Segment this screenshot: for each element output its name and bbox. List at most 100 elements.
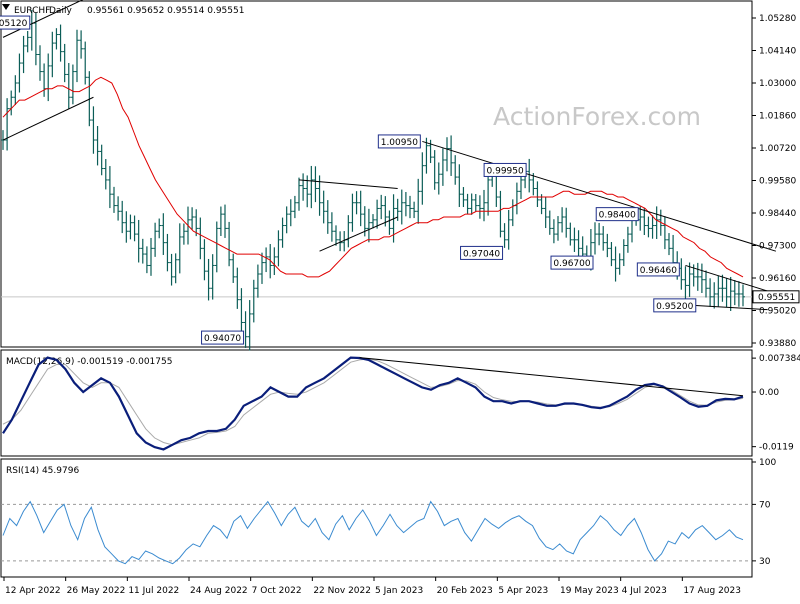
- price-annotation-box: [0, 15, 31, 30]
- price-bar: [642, 207, 647, 236]
- price-bar: [708, 278, 713, 307]
- date-axis-label: 12 Apr 2022: [5, 586, 61, 596]
- price-annotation-label: 0.94070: [204, 334, 241, 344]
- price-bar: [412, 201, 417, 219]
- price-bar: [70, 64, 75, 105]
- price-bar: [17, 53, 22, 93]
- rsi-axis-label: 30: [759, 557, 771, 567]
- price-bar: [687, 262, 692, 297]
- price-bar: [264, 247, 269, 273]
- last-price-label: 0.95551: [758, 293, 795, 303]
- price-bar: [650, 215, 655, 239]
- price-annotation-box: [595, 207, 639, 222]
- price-bar: [321, 190, 326, 224]
- price-bar: [547, 210, 552, 235]
- price-axis-label: 1.00720: [759, 144, 796, 154]
- price-axis-label: 1.01860: [759, 112, 796, 122]
- price-bar: [453, 155, 458, 185]
- trendline-falling-resistance: [422, 140, 777, 252]
- price-bar: [75, 29, 79, 83]
- price-bar: [617, 253, 622, 275]
- price-bar: [371, 214, 375, 229]
- moving-average-line: [2, 76, 744, 278]
- price-bar: [662, 216, 667, 250]
- price-axis-label: 0.93880: [759, 339, 796, 349]
- price-bar: [539, 194, 544, 215]
- trendline-wedge-lower: [693, 304, 768, 311]
- price-bar: [313, 166, 318, 203]
- price-bar: [597, 222, 602, 246]
- price-bar: [29, 9, 34, 51]
- price-bar: [416, 178, 421, 224]
- date-axis-label: 5 Jan 2023: [375, 586, 423, 596]
- price-bar: [375, 199, 380, 229]
- price-bar: [387, 210, 392, 235]
- price-bar: [457, 164, 462, 207]
- price-bar: [79, 30, 84, 59]
- price-bar: [338, 231, 343, 252]
- header-ohlc: 0.95561 0.95652 0.95514 0.95551: [87, 6, 244, 16]
- price-bar: [128, 214, 133, 240]
- collapse-triangle-icon[interactable]: [2, 4, 10, 10]
- price-bar: [436, 162, 441, 195]
- price-bar: [465, 193, 470, 215]
- price-bar: [132, 215, 137, 242]
- price-annotation-label: 0.95200: [656, 302, 693, 312]
- price-axis-label: 1.05280: [759, 14, 796, 24]
- price-bar: [609, 241, 614, 267]
- price-bar: [469, 193, 474, 215]
- price-annotation: 0.96700: [550, 255, 594, 270]
- price-annotation-box: [201, 330, 245, 345]
- macd-title: MACD(12,26,9) -0.001519 -0.001755: [6, 357, 172, 367]
- macd-line: [2, 356, 744, 451]
- trendline-triangle-lower: [319, 216, 398, 252]
- date-axis-label: 11 Jul 2022: [128, 586, 179, 596]
- price-bar: [625, 226, 630, 253]
- date-axis-label: 4 Jul 2023: [622, 586, 667, 596]
- price-annotation: 1.00950: [377, 134, 421, 149]
- price-bar: [621, 239, 626, 267]
- price-bar: [420, 152, 425, 205]
- trendline-wedge-upper: [685, 264, 768, 292]
- price-bar: [473, 194, 478, 212]
- price-bar: [572, 227, 577, 252]
- price-bar: [280, 217, 285, 248]
- price-bar: [21, 35, 26, 74]
- price-bar: [736, 281, 741, 307]
- price-bar: [276, 230, 281, 267]
- price-bar: [502, 223, 507, 248]
- watermark: ActionForex.com: [493, 102, 701, 131]
- price-bar: [432, 150, 437, 190]
- price-bar: [112, 186, 116, 213]
- price-axis-label: 0.97300: [759, 242, 796, 252]
- price-annotation: 0.97040: [460, 245, 504, 260]
- last-price-badge: [752, 290, 800, 304]
- price-bar: [477, 195, 482, 219]
- price-bar: [33, 12, 38, 66]
- price-annotation-box: [483, 162, 527, 177]
- price-bar: [646, 216, 651, 238]
- date-axis-label: 20 Feb 2023: [437, 586, 493, 596]
- price-bar: [157, 218, 162, 239]
- price-bar: [346, 215, 351, 248]
- price-annotation-box: [460, 245, 504, 260]
- price-bar: [227, 221, 232, 267]
- date-axis-label: 17 Aug 2023: [683, 586, 741, 596]
- price-bar: [325, 200, 330, 234]
- date-axis-label: 19 May 2023: [560, 586, 619, 596]
- price-bar: [605, 233, 610, 258]
- price-annotation-label: 0.97040: [463, 249, 500, 259]
- price-bar: [720, 274, 725, 302]
- price-bar: [38, 45, 42, 81]
- rsi-title: RSI(14) 45.9796: [6, 466, 79, 476]
- macd-axis-label: -0.0119: [759, 443, 794, 453]
- price-bar: [198, 217, 203, 260]
- price-bar: [535, 181, 540, 207]
- header-timeframe: Daily: [49, 6, 72, 16]
- price-bar: [153, 222, 158, 257]
- price-bar: [683, 266, 688, 299]
- price-bar: [107, 166, 112, 209]
- price-bar: [712, 282, 717, 309]
